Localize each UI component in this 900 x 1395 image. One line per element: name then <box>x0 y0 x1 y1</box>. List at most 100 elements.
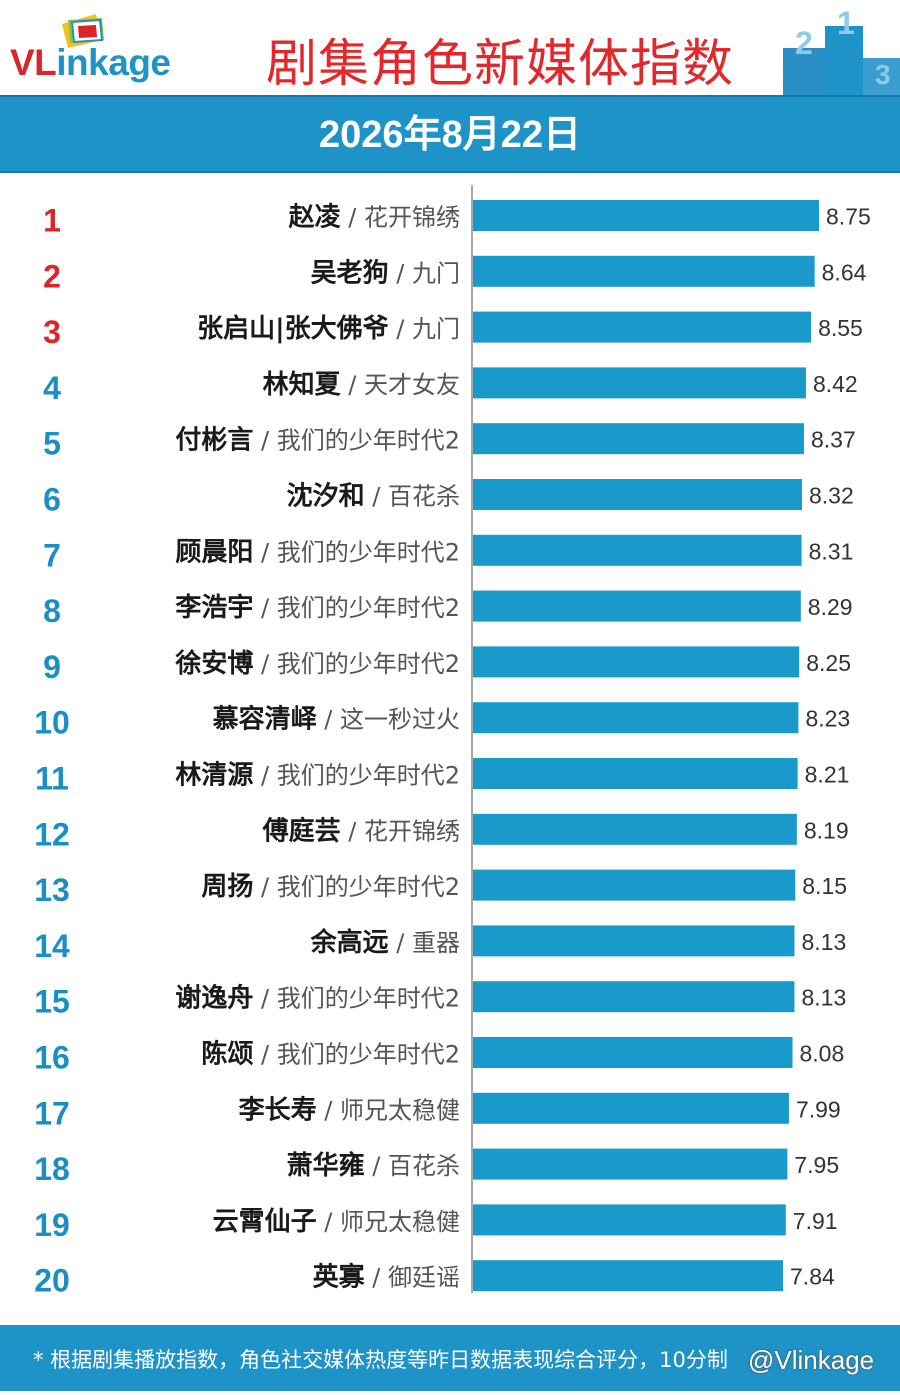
character-name: 慕容清峄 <box>213 704 318 735</box>
drama-name: 百花杀 <box>388 1152 460 1180</box>
logo-cards-icon <box>62 14 104 48</box>
chart-bar <box>473 255 815 287</box>
chart-row: 18 萧华雍 / 百花杀 7.95 <box>34 1148 839 1187</box>
character-name: 徐安博 <box>174 648 253 679</box>
label-separator: / <box>253 538 276 566</box>
category-label: 英寡 / 御廷谣 <box>313 1262 460 1293</box>
character-name: 李长寿 <box>238 1095 317 1125</box>
value-label: 8.15 <box>802 873 847 899</box>
character-name: 傅庭芸 <box>262 815 341 846</box>
label-separator: / <box>253 427 276 455</box>
category-label: 林知夏 / 天才女友 <box>263 370 460 400</box>
footer: * 根据剧集播放指数，角色社交媒体热度等昨日数据表现综合评分，10分制 <box>0 1325 900 1391</box>
category-label: 林清源 / 我们的少年时代2 <box>175 761 460 791</box>
drama-name: 我们的少年时代2 <box>277 594 460 622</box>
date-band: 2026年8月22日 <box>0 95 900 173</box>
category-label: 徐安博 / 我们的少年时代2 <box>174 648 460 679</box>
chart-bar <box>473 423 804 455</box>
character-name: 张启山|张大佛爷 <box>197 313 389 344</box>
label-separator: / <box>389 315 412 343</box>
value-label: 8.42 <box>813 371 858 397</box>
category-label: 张启山|张大佛爷 / 九门 <box>197 313 460 344</box>
drama-name: 师兄太稳健 <box>340 1096 460 1124</box>
drama-name: 我们的少年时代2 <box>277 650 460 678</box>
rank-label: 1 <box>43 203 61 239</box>
rank-label: 17 <box>34 1095 70 1131</box>
rank-label: 3 <box>43 314 61 350</box>
category-label: 周扬 / 我们的少年时代2 <box>201 872 460 902</box>
category-label: 萧华雍 / 百花杀 <box>287 1150 460 1181</box>
value-label: 8.75 <box>826 204 871 230</box>
chart-row: 2 吴老狗 / 九门 8.64 <box>43 255 867 294</box>
date-label: 2026年8月22日 <box>319 114 581 156</box>
drama-name: 天才女友 <box>364 371 460 399</box>
category-label: 谢逸舟 / 我们的少年时代2 <box>175 983 460 1014</box>
rank-label: 4 <box>43 370 61 406</box>
chart-row: 12 傅庭芸 / 花开锦绣 8.19 <box>34 813 849 852</box>
chart-row: 16 陈颂 / 我们的少年时代2 8.08 <box>34 1037 844 1076</box>
chart-bar <box>473 311 812 343</box>
chart-row: 20 英寡 / 御廷谣 7.84 <box>34 1260 835 1299</box>
chart-bar <box>473 479 802 510</box>
label-separator: / <box>341 204 364 232</box>
character-name: 林知夏 <box>263 370 342 400</box>
value-label: 8.08 <box>800 1041 845 1067</box>
chart-row: 7 顾晨阳 / 我们的少年时代2 8.31 <box>43 534 853 573</box>
rank-label: 6 <box>43 482 61 518</box>
drama-name: 这一秒过火 <box>340 706 460 734</box>
rank-label: 7 <box>43 537 61 573</box>
category-label: 云霄仙子 / 师兄太稳健 <box>213 1207 460 1237</box>
chart-bar <box>473 1092 789 1124</box>
drama-name: 花开锦绣 <box>364 817 460 845</box>
label-separator: / <box>253 650 276 678</box>
rank-label: 19 <box>34 1207 70 1243</box>
character-name: 李浩宇 <box>174 593 253 623</box>
category-label: 赵凌 / 花开锦绣 <box>288 203 460 233</box>
label-separator: / <box>253 762 276 790</box>
drama-name: 我们的少年时代2 <box>277 1041 460 1069</box>
chart-row: 1 赵凌 / 花开锦绣 8.75 <box>43 200 871 239</box>
chart-row: 19 云霄仙子 / 师兄太稳健 7.91 <box>34 1204 838 1243</box>
character-name: 沈汐和 <box>287 481 365 512</box>
drama-name: 九门 <box>412 315 460 343</box>
chart-row: 3 张启山|张大佛爷 / 九门 8.55 <box>43 311 863 350</box>
label-separator: / <box>253 985 276 1013</box>
category-label: 慕容清峄 / 这一秒过火 <box>213 704 460 735</box>
category-label: 陈颂 / 我们的少年时代2 <box>201 1039 460 1070</box>
chart-bar <box>473 1037 793 1068</box>
rank-label: 9 <box>43 649 61 685</box>
drama-name: 我们的少年时代2 <box>277 427 460 455</box>
value-label: 8.64 <box>822 259 867 285</box>
drama-name: 花开锦绣 <box>364 204 460 232</box>
chart-bar <box>473 534 802 566</box>
value-label: 8.55 <box>818 315 863 341</box>
value-label: 8.29 <box>808 594 853 620</box>
value-label: 7.91 <box>793 1208 838 1234</box>
chart-row: 11 林清源 / 我们的少年时代2 8.21 <box>35 758 849 797</box>
rank-label: 20 <box>34 1263 70 1299</box>
logo-text: VLinkage <box>10 42 171 84</box>
rank-label: 10 <box>34 705 70 741</box>
svg-text:2: 2 <box>795 25 813 61</box>
header: VLinkage 剧集角色新媒体指数 2 1 3 <box>0 0 900 95</box>
chart-bar <box>473 758 798 789</box>
character-name: 周扬 <box>201 872 253 902</box>
rank-label: 15 <box>34 984 70 1020</box>
rank-label: 11 <box>35 761 69 797</box>
character-name: 吴老狗 <box>311 258 389 288</box>
drama-name: 九门 <box>412 259 460 287</box>
rank-label: 16 <box>34 1040 70 1076</box>
value-label: 8.13 <box>801 985 846 1011</box>
chart-bar <box>473 869 796 901</box>
value-label: 7.95 <box>794 1152 839 1178</box>
podium-icon: 2 1 3 <box>783 8 900 95</box>
chart-bar <box>473 1148 788 1180</box>
character-name: 林清源 <box>175 761 253 791</box>
chart-row: 8 李浩宇 / 我们的少年时代2 8.29 <box>43 590 853 629</box>
rank-label: 8 <box>43 593 61 629</box>
chart-bar <box>473 1204 786 1236</box>
rank-label: 18 <box>34 1151 70 1187</box>
value-label: 8.13 <box>801 929 846 955</box>
character-name: 余高远 <box>310 927 389 958</box>
label-separator: / <box>253 873 276 901</box>
